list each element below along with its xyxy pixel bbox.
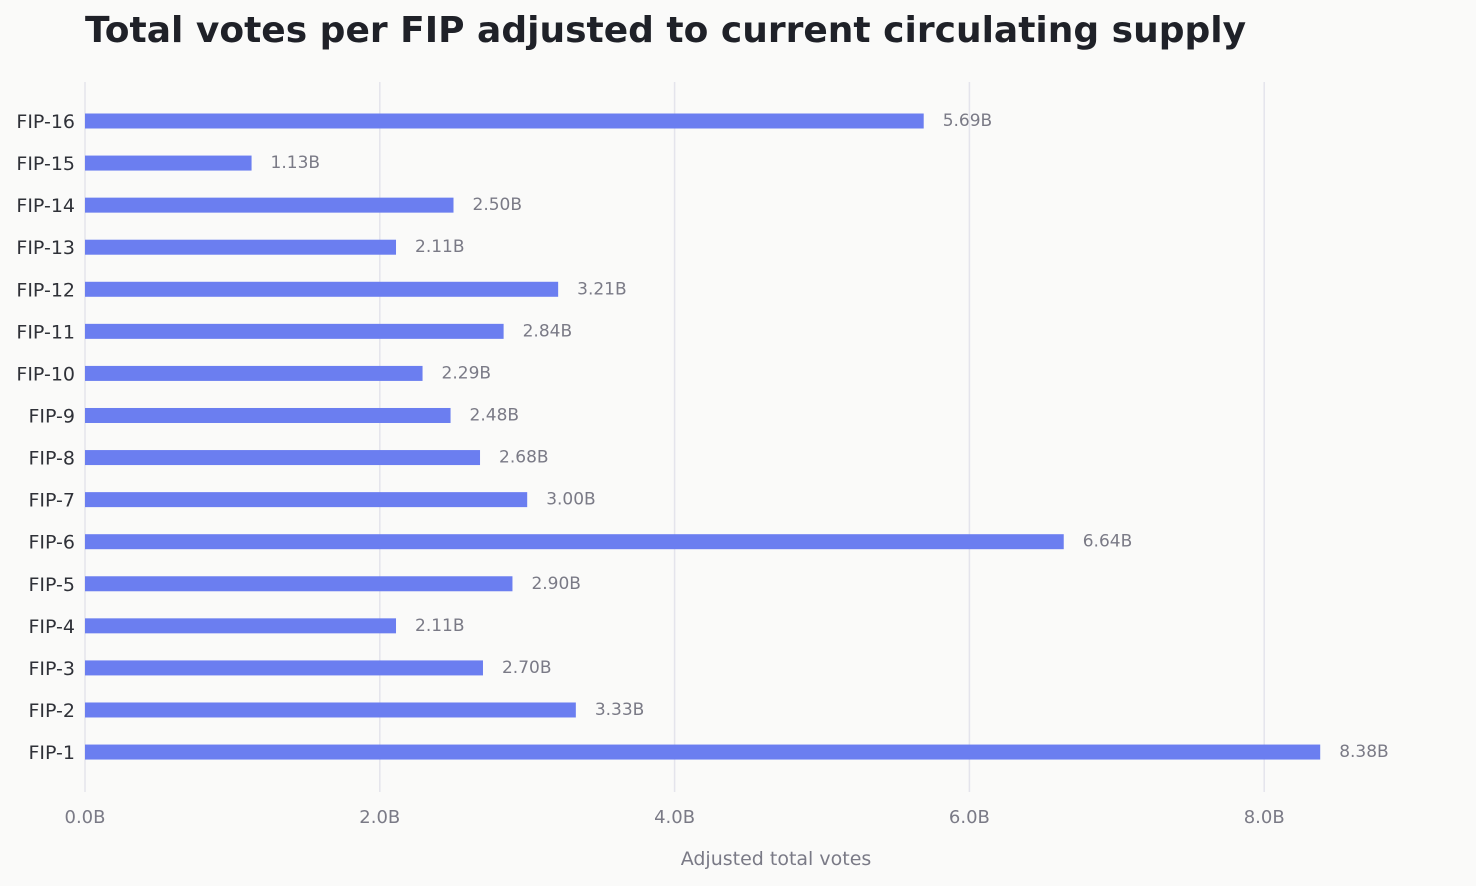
bar-fip-1[interactable] [85, 744, 1321, 760]
bar-fip-12[interactable] [85, 281, 559, 297]
value-label: 2.68B [499, 448, 549, 468]
category-label: FIP-15 [16, 153, 75, 175]
value-label: 2.11B [415, 237, 465, 257]
x-tick-label: 6.0B [949, 807, 990, 828]
bar-fip-7[interactable] [85, 492, 528, 508]
value-label: 2.84B [523, 321, 573, 341]
category-label: FIP-7 [28, 490, 75, 512]
value-label: 2.48B [470, 405, 520, 425]
x-tick-label: 4.0B [654, 807, 695, 828]
value-label: 8.38B [1339, 742, 1389, 762]
value-label: 2.50B [473, 195, 523, 215]
labels: 0.0B 2.0B 4.0B 6.0B 8.0B FIP-16 5.69B FIP-15 1.1… [16, 111, 1388, 828]
category-label: FIP-4 [28, 616, 75, 638]
bar-fip-2[interactable] [85, 702, 576, 718]
bar-fip-4[interactable] [85, 618, 397, 634]
x-axis-title: Adjusted total votes [681, 848, 872, 870]
category-label: FIP-2 [28, 700, 75, 722]
category-label: FIP-9 [28, 405, 75, 427]
bar-fip-14[interactable] [85, 197, 454, 213]
bar-fip-3[interactable] [85, 660, 483, 676]
chart-title: Total votes per FIP adjusted to current … [85, 10, 1247, 51]
category-label: FIP-14 [16, 195, 75, 217]
value-label: 3.00B [546, 490, 596, 510]
grid-lines [84, 82, 1265, 792]
value-label: 2.29B [442, 363, 492, 383]
category-label: FIP-10 [16, 363, 75, 385]
bar-fip-10[interactable] [85, 365, 423, 381]
bar-fip-8[interactable] [85, 450, 481, 466]
category-label: FIP-1 [28, 742, 75, 764]
bars [85, 113, 1321, 760]
category-label: FIP-11 [16, 321, 75, 343]
bar-fip-5[interactable] [85, 576, 513, 592]
value-label: 3.33B [595, 700, 645, 720]
x-tick-label: 0.0B [65, 807, 106, 828]
bar-fip-16[interactable] [85, 113, 924, 129]
value-label: 6.64B [1083, 532, 1133, 552]
x-tick-label: 2.0B [359, 807, 400, 828]
category-label: FIP-16 [16, 111, 75, 133]
bar-fip-6[interactable] [85, 534, 1064, 550]
category-label: FIP-6 [28, 532, 75, 554]
x-tick-label: 8.0B [1244, 807, 1285, 828]
value-label: 2.90B [531, 574, 581, 594]
category-label: FIP-12 [16, 279, 75, 301]
value-label: 1.13B [271, 153, 321, 173]
value-label: 2.70B [502, 658, 552, 678]
bar-fip-9[interactable] [85, 407, 451, 423]
category-label: FIP-3 [28, 658, 75, 680]
bar-fip-15[interactable] [85, 155, 252, 171]
category-label: FIP-8 [28, 448, 75, 470]
category-label: FIP-13 [16, 237, 75, 259]
value-label: 2.11B [415, 616, 465, 636]
bar-fip-11[interactable] [85, 323, 504, 339]
value-label: 5.69B [943, 111, 993, 131]
category-label: FIP-5 [28, 574, 75, 596]
bar-fip-13[interactable] [85, 239, 397, 255]
value-label: 3.21B [577, 279, 627, 299]
